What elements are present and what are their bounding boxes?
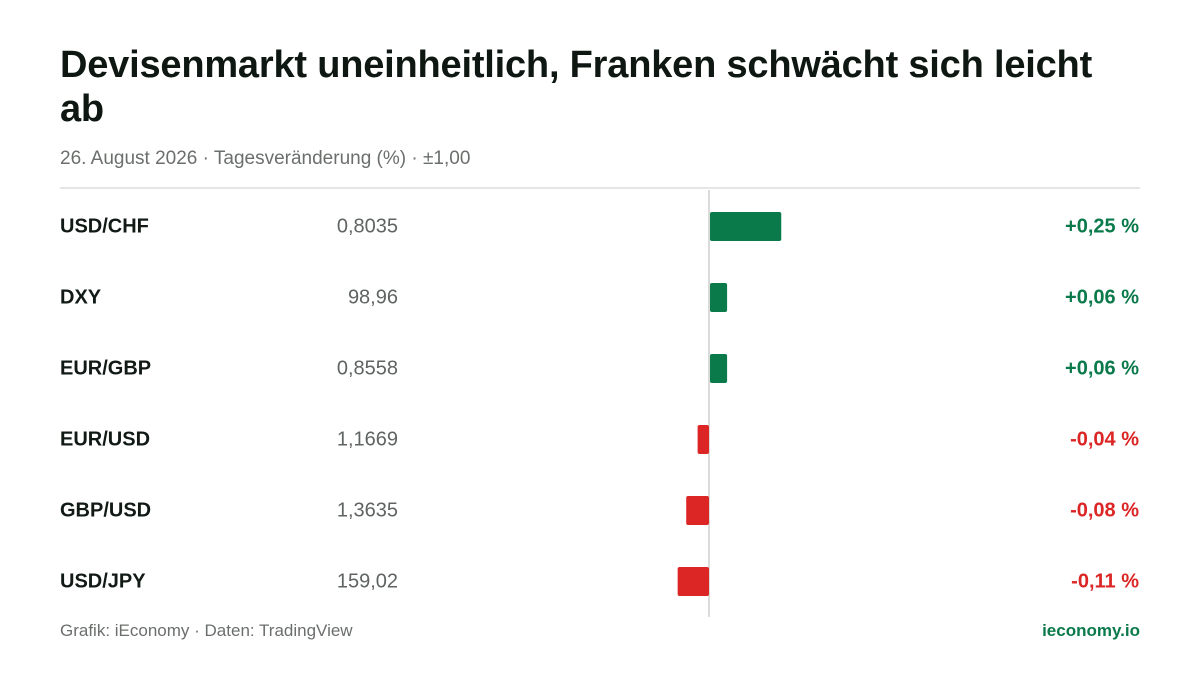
header-divider xyxy=(60,187,1140,189)
rate-value: 1,1669 xyxy=(337,429,398,451)
chart-row: EUR/USD 1,1669 -0,04 % xyxy=(60,425,1139,454)
footer-brand-link[interactable]: ieconomy.io xyxy=(1042,621,1140,640)
change-bar xyxy=(710,283,728,312)
change-bar xyxy=(710,354,728,383)
pair-label: DXY xyxy=(60,287,102,309)
chart-row: GBP/USD 1,3635 -0,08 % xyxy=(60,496,1139,525)
change-bar xyxy=(710,212,782,241)
chart-row: DXY 98,96 +0,06 % xyxy=(60,283,1139,312)
pair-label: EUR/USD xyxy=(60,429,150,451)
pair-label: USD/JPY xyxy=(60,571,146,593)
change-bar xyxy=(677,567,709,596)
pair-label: GBP/USD xyxy=(60,500,151,522)
chart-rows: USD/CHF 0,8035 +0,25 %DXY 98,96 +0,06 %EUR/G… xyxy=(60,212,1139,596)
rate-value: 159,02 xyxy=(337,571,398,593)
change-label: -0,11 % xyxy=(1071,571,1139,593)
change-bar xyxy=(686,496,709,525)
pair-label: USD/CHF xyxy=(60,216,149,238)
change-label: -0,08 % xyxy=(1070,500,1139,522)
change-label: -0,04 % xyxy=(1070,429,1139,451)
change-bar xyxy=(697,425,709,454)
rate-value: 1,3635 xyxy=(337,500,398,522)
pair-label: EUR/GBP xyxy=(60,358,151,380)
chart-row: EUR/GBP 0,8558 +0,06 % xyxy=(60,354,1139,383)
rate-value: 98,96 xyxy=(348,287,398,309)
change-label: +0,06 % xyxy=(1065,287,1139,309)
chart-row: USD/CHF 0,8035 +0,25 % xyxy=(60,212,1139,241)
footer-source: Grafik: iEconomy · Daten: TradingView xyxy=(60,621,353,640)
rate-value: 0,8558 xyxy=(337,358,398,380)
chart-subtitle: 26. August 2026 · Tagesveränderung (%) ·… xyxy=(60,148,471,169)
page-title: Devisenmarkt uneinheitlich, Franken schw… xyxy=(60,44,1093,130)
rate-value: 0,8035 xyxy=(337,216,398,238)
change-label: +0,25 % xyxy=(1065,216,1139,238)
change-label: +0,06 % xyxy=(1065,358,1139,380)
chart-row: USD/JPY 159,02 -0,11 % xyxy=(60,567,1139,596)
